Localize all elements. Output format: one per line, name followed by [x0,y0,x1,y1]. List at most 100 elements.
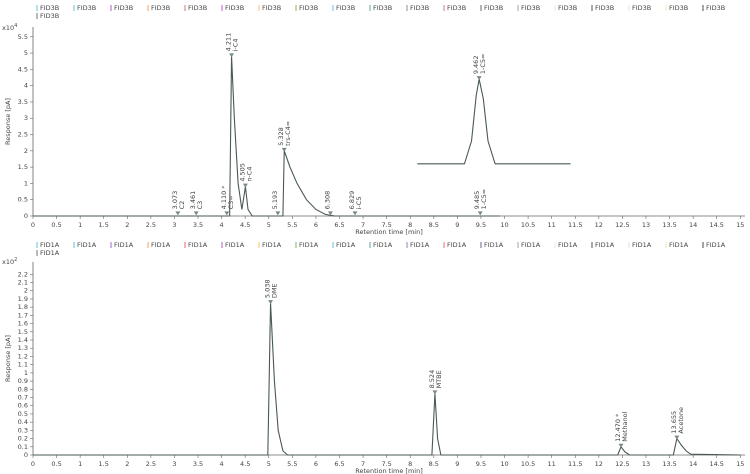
x-tick-label: 0 [31,460,35,468]
peak-name: Methanol [621,411,629,441]
y-exponent: x104 [2,23,17,33]
legend-label: FID1A [558,241,578,249]
peak-time: 4.110 * [220,185,228,210]
x-tick-label: 2 [125,460,129,468]
y-tick-label: 1.6 [18,320,28,328]
peak-name: trs-C4= [284,121,292,146]
x-tick-label: 11 [548,460,556,468]
peak-name: DME [271,283,279,298]
y-tick-label: 1.2 [18,352,28,360]
x-tick-label: 12.5 [615,221,629,229]
y-tick-label: 0.1 [18,443,28,451]
legend-label: FID1A [299,241,319,249]
exponent-power: 2 [14,257,17,263]
y-tick-label: 0.5 [18,410,28,418]
peak-marker [224,211,230,216]
exponent-power: 4 [14,23,17,29]
legend-label: FID1A [225,241,245,249]
y-tick-label: 1.1 [18,361,28,369]
legend-label: FID3B [706,4,725,12]
peak-marker [352,211,358,216]
x-tick-label: 10.5 [521,221,535,229]
x-tick-label: 4.5 [240,460,250,468]
x-tick-label: 1.5 [99,460,109,468]
trace [417,79,571,165]
legend-label: FID1A [410,241,430,249]
y-tick-label: 3.5 [18,98,28,106]
x-tick-label: 11 [548,221,556,229]
y-tick-label: 1 [24,369,28,377]
x-tick-label: 8 [408,221,412,229]
x-tick-label: 5.5 [287,221,297,229]
x-tick-label: 6.5 [334,221,344,229]
x-tick-label: 6 [314,460,318,468]
y-tick-label: 0.9 [18,377,28,385]
legend-label: FID3B [151,4,170,12]
legend-label: FID1A [484,241,504,249]
x-tick-label: 9 [455,221,459,229]
y-tick-label: 0 [24,212,28,220]
x-tick-label: 12 [595,460,603,468]
x-tick-label: 6 [314,221,318,229]
x-tick-label: 3.5 [193,221,203,229]
peak-time: 13.655 [670,411,678,434]
x-tick-label: 10 [500,221,508,229]
y-tick-label: 1.8 [18,303,28,311]
y-axis-label: Response [pA] [4,335,12,382]
x-tick-label: 1.5 [99,221,109,229]
legend-label: FID3B [521,4,540,12]
exponent-base: x10 [2,258,14,266]
y-tick-label: 1.5 [18,328,28,336]
trace [33,303,741,456]
y-tick-label: 1.5 [18,163,28,171]
y-exponent: x102 [2,257,17,267]
x-tick-label: 7 [361,460,365,468]
y-tick-label: 1.9 [18,295,28,303]
peak-name: n-C4 [245,167,253,182]
x-tick-label: 13 [642,460,650,468]
y-tick-label: 4.5 [18,65,28,73]
peak-name: 1-C5= [480,189,488,210]
x-tick-label: 9.5 [476,221,486,229]
x-tick-label: 14 [689,221,697,229]
peak-marker [193,211,199,216]
y-tick-label: 0.7 [18,394,28,402]
legend-label: FID1A [40,249,60,257]
y-tick-label: 1.4 [18,336,28,344]
x-tick-label: 2 [125,221,129,229]
legend-label: FID3B [114,4,133,12]
peak-time: 8.524 [428,370,436,389]
x-tick-label: 4 [220,460,224,468]
x-tick-label: 8.5 [429,460,439,468]
x-tick-label: 3 [172,460,176,468]
y-tick-label: 0.2 [18,435,28,443]
x-tick-label: 12 [595,221,603,229]
x-tick-label: 10 [500,460,508,468]
x-axis-label: Retention time [min] [355,467,423,474]
legend-label: FID3B [188,4,207,12]
peak-time: 4.505 [238,163,246,182]
peak-time: 6.829 [348,191,356,210]
peak-marker [618,443,624,448]
x-tick-label: 1 [78,221,82,229]
y-tick-label: 1.3 [18,344,28,352]
peak-time: 3.461 [189,191,197,210]
x-tick-label: 3.5 [193,460,203,468]
legend-label: FID3B [484,4,503,12]
y-tick-label: 2.2 [18,270,28,278]
legend-label: FID1A [595,241,615,249]
peak-marker [476,76,482,81]
legend-label: FID3B [595,4,614,12]
legend-label: FID3B [669,4,688,12]
legend-label: FID3B [410,4,429,12]
peak-time: 12.470 * [614,413,622,442]
y-tick-label: 1.7 [18,311,28,319]
x-tick-label: 13.5 [662,221,676,229]
peak-marker [477,211,483,216]
legend-label: FID1A [373,241,393,249]
legend-label: FID3B [632,4,651,12]
peak-time: 6.308 [323,191,331,210]
trace [33,56,500,217]
peak-time: 9.485 [473,191,481,210]
